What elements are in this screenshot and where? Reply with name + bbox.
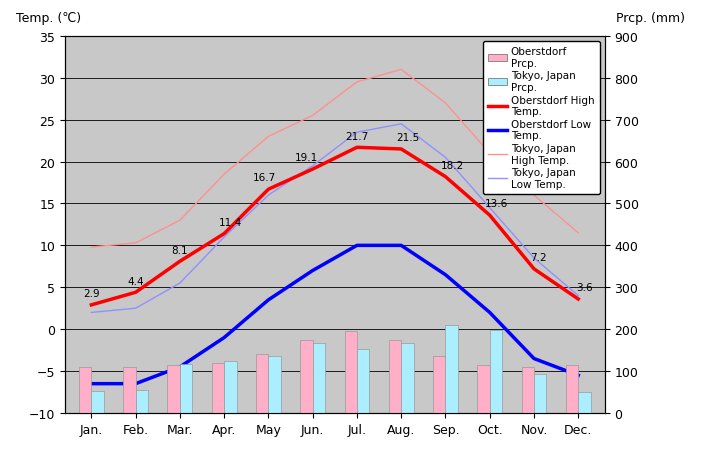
Bar (135, 390, 148, 413)
Text: 16.7: 16.7 (252, 173, 276, 183)
Bar (91, 392, 104, 413)
Bar (180, 364, 192, 413)
Bar (123, 367, 135, 413)
Bar (401, 343, 413, 413)
Text: 7.2: 7.2 (530, 252, 546, 263)
Bar (269, 356, 281, 413)
Bar (490, 331, 502, 413)
Bar (224, 361, 237, 413)
Bar (312, 343, 325, 413)
Bar (300, 340, 312, 413)
Bar (477, 365, 490, 413)
Text: 4.4: 4.4 (127, 276, 144, 286)
Text: 21.5: 21.5 (396, 133, 420, 143)
Bar (566, 365, 578, 413)
Bar (534, 374, 546, 413)
Text: 19.1: 19.1 (294, 153, 318, 163)
Bar (168, 365, 180, 413)
Bar (212, 363, 224, 413)
Legend: Oberstdorf
Prcp., Tokyo, Japan
Prcp., Oberstdorf High
Temp., Oberstdorf Low
Temp: Oberstdorf Prcp., Tokyo, Japan Prcp., Ob… (482, 42, 600, 195)
Text: Prcp. (mm): Prcp. (mm) (616, 12, 685, 25)
Text: 8.1: 8.1 (171, 245, 188, 255)
Bar (389, 340, 401, 413)
Bar (521, 367, 534, 413)
Bar (256, 354, 269, 413)
Text: Temp. (℃): Temp. (℃) (16, 12, 81, 25)
Text: 11.4: 11.4 (219, 218, 243, 227)
Bar (79, 367, 91, 413)
Text: 3.6: 3.6 (577, 283, 593, 293)
Text: 13.6: 13.6 (485, 199, 508, 209)
Bar (578, 392, 590, 413)
Text: 18.2: 18.2 (441, 161, 464, 171)
Bar (433, 357, 446, 413)
Bar (345, 331, 357, 413)
Bar (446, 326, 458, 413)
Text: 2.9: 2.9 (83, 289, 99, 298)
Bar (357, 349, 369, 413)
Text: 21.7: 21.7 (346, 131, 369, 141)
